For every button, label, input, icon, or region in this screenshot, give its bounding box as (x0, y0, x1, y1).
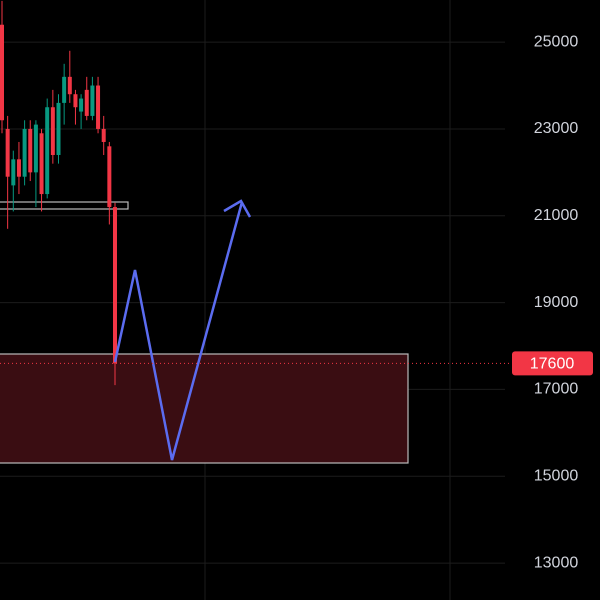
y-tick-label: 13000 (534, 554, 579, 571)
y-tick-label: 15000 (534, 467, 579, 484)
price-label-box (512, 351, 593, 376)
projection-arrow (113, 201, 244, 461)
candle-body (16, 159, 21, 177)
candle-body (67, 76, 72, 95)
level-box (0, 201, 129, 210)
candle-body (0, 24, 4, 121)
candle-body (79, 98, 84, 112)
candle-body (33, 124, 38, 173)
candle-body (11, 159, 16, 186)
candle-body (39, 133, 44, 195)
candle-body (28, 128, 33, 173)
y-tick-label: 21000 (534, 207, 579, 224)
candle-body (101, 128, 106, 142)
candle-body (5, 128, 10, 177)
demand-zone (0, 353, 409, 464)
candle-body (45, 107, 50, 195)
candle-body (62, 76, 67, 103)
candle-body (84, 89, 89, 116)
candle-body (96, 85, 101, 129)
candle-body (22, 128, 27, 177)
candles (0, 0, 117, 386)
candle-body (73, 94, 78, 108)
candle-body (50, 107, 55, 155)
y-tick-label: 19000 (534, 294, 579, 311)
candle-body (107, 146, 112, 208)
price-label: 17600 (530, 356, 575, 373)
y-tick-label: 17000 (534, 381, 579, 398)
candle-body (56, 102, 61, 155)
candle-body (113, 207, 117, 364)
y-axis: 13000 15000 17000 19000 21000 23000 25000 17600 (0, 33, 593, 571)
y-tick-label: 25000 (534, 33, 579, 50)
candle-body (90, 85, 95, 116)
y-tick-label: 23000 (534, 120, 579, 137)
arrow-head (223, 199, 252, 218)
